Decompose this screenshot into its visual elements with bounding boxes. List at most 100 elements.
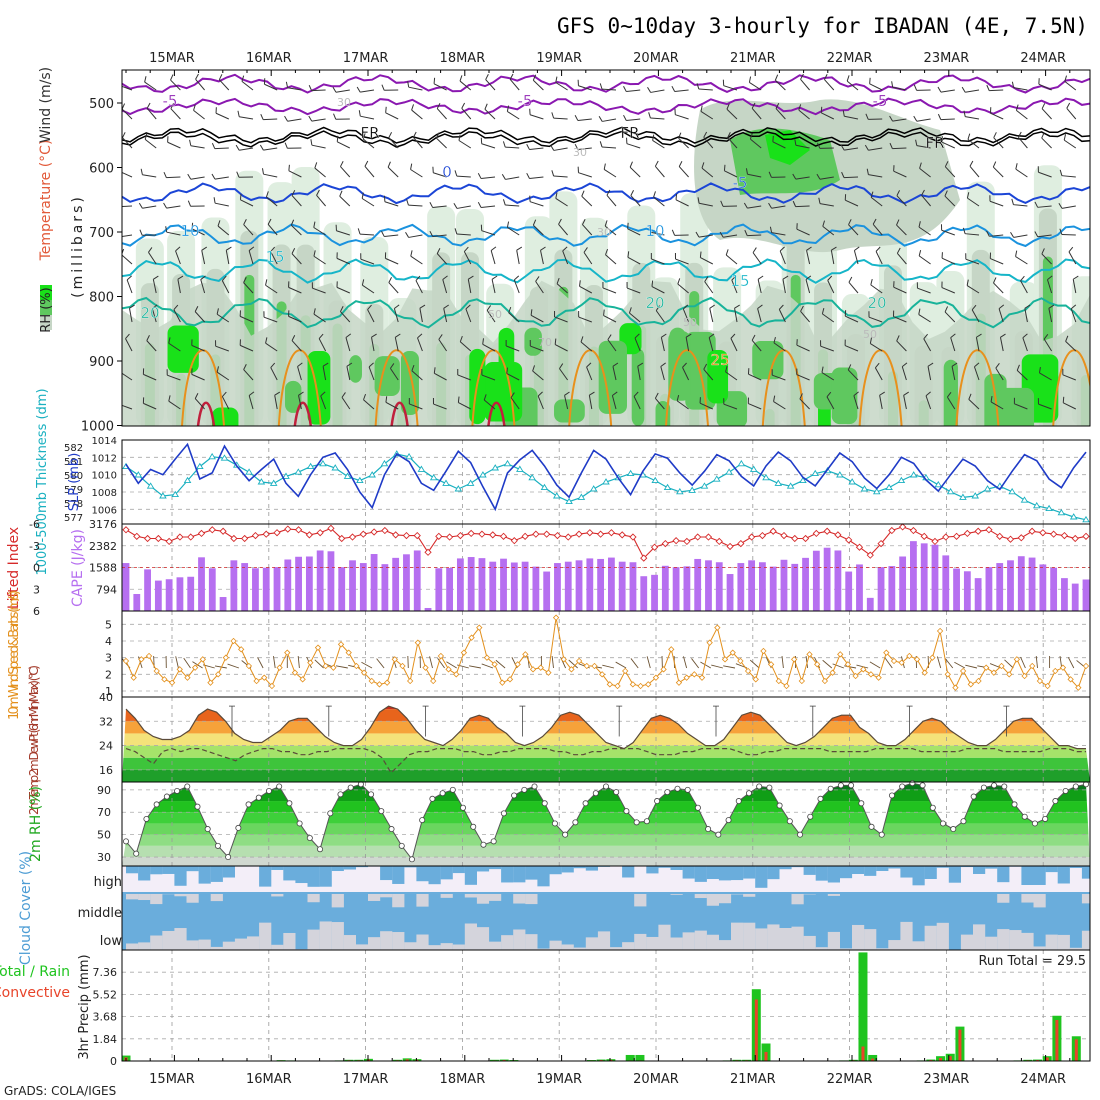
wind-barb-shaft [990, 112, 1004, 120]
cloud-mid-gap [186, 894, 199, 903]
thickness-marker [663, 483, 672, 491]
lifted-index-marker [1071, 534, 1079, 543]
wind-barb-shaft [990, 401, 1004, 410]
rh-moist-cell [668, 331, 691, 401]
cape-tick: 1588 [89, 562, 117, 575]
precip-run-total: Run Total = 29.5 [978, 954, 1086, 969]
cloud-high-bar [307, 866, 320, 887]
wind-barb-shaft [484, 108, 496, 120]
wind-barb-flag [285, 81, 289, 88]
wind-barb-shaft [144, 81, 157, 91]
cloud-low-bar [610, 947, 623, 950]
wind-barb [173, 304, 181, 323]
wind-barb [177, 275, 184, 294]
lifted-index-marker [985, 526, 993, 534]
wind-barb [841, 171, 859, 179]
wind-barb-shaft [313, 313, 326, 323]
wind-barb-shaft [966, 285, 980, 294]
wind-barb-flag [221, 391, 227, 397]
wind-barb-shaft [481, 176, 496, 180]
wind-barb [436, 132, 447, 149]
wind-barb [336, 281, 351, 294]
wind-barb-shaft [1016, 370, 1028, 381]
wind-barb-shaft [408, 234, 423, 238]
wind-barb-shaft [1013, 204, 1028, 207]
wind10m-marker [529, 666, 537, 673]
wind-barb-shaft [633, 396, 641, 410]
lifted-index-marker [122, 526, 130, 534]
wind-barb-shaft [297, 366, 302, 381]
wind-barb-shaft [579, 285, 593, 294]
wind-barb-shaft [917, 287, 931, 294]
contour-label: -5 [163, 92, 178, 110]
cloud-high-bar [573, 866, 586, 869]
wind-barb-shaft [191, 373, 205, 381]
wind-barb [626, 282, 641, 294]
wind-barb-shaft [601, 146, 617, 149]
wind-barb-shaft [146, 107, 157, 120]
wind-barb-shaft [798, 109, 810, 120]
wind-barb-flag [671, 85, 676, 92]
wind-barb-shaft [946, 396, 956, 410]
wind-barb-shaft [847, 369, 859, 381]
wind-barb-flag [459, 335, 463, 342]
wind-barb [436, 102, 447, 120]
thickness-marker [909, 471, 918, 478]
contour-25 [1052, 349, 1090, 426]
wind-barb-shaft [461, 108, 472, 120]
wind-barb-flag [1070, 304, 1077, 310]
wind-barb-flag [170, 103, 174, 109]
wind-barb-shaft [505, 146, 520, 149]
lifted-index-marker [532, 530, 540, 538]
lifted-index-marker [348, 533, 357, 541]
wind-barb [703, 131, 714, 149]
cape-bar [715, 562, 723, 611]
lifted-index-marker [154, 534, 162, 543]
cloud-high-bar [537, 866, 550, 887]
rh-marker [490, 838, 497, 845]
wind-barb-shaft [287, 87, 302, 91]
wind-barb-flag [969, 160, 974, 167]
wind-barb-shaft [578, 316, 592, 323]
cape-bar [284, 559, 292, 611]
wind-barb-flag [675, 193, 678, 200]
wind-barb-flag [630, 190, 634, 196]
wind-barb-flag [265, 191, 269, 198]
wind-barb-shaft [723, 85, 738, 91]
wind-barb-shaft [626, 89, 641, 93]
slp-line [125, 442, 1087, 512]
wind-barb [999, 333, 1006, 352]
wind-barb-shaft [999, 337, 1004, 352]
cloud-high-bar [743, 866, 756, 879]
wind-barb-shaft [773, 401, 786, 410]
contour-15 [122, 258, 1090, 284]
pressure-tick-label: 700 [89, 226, 114, 241]
wind10m-marker [729, 649, 736, 656]
wind-barb-shaft [532, 370, 544, 381]
wind-barb-flag [260, 113, 264, 120]
wind-barb-shaft [701, 167, 714, 178]
wind-barb-shaft [456, 233, 471, 236]
cape-bar [381, 564, 389, 611]
lifted-index-marker [952, 532, 961, 540]
wind-barb-shaft [1065, 341, 1077, 352]
cloud-low-bar [222, 941, 235, 950]
cloud-high-bar [319, 866, 332, 887]
wind10m-barb [361, 661, 373, 669]
wind10m-barb [183, 657, 191, 669]
wind-barb [216, 308, 230, 323]
wind-barb [966, 279, 980, 294]
wind-barb [648, 112, 665, 120]
cape-bar [316, 550, 324, 611]
wind10m-marker [775, 677, 782, 685]
wind-barb [506, 367, 520, 381]
wind-barb [142, 368, 157, 381]
wind-barb-shaft [143, 402, 157, 410]
thickness-marker [146, 482, 155, 489]
cloud-low-bar [368, 937, 381, 950]
wind-barb-shaft [433, 172, 447, 178]
wind-barb-shaft [580, 341, 593, 352]
wind-barb [868, 311, 883, 323]
wind-barb-shaft [194, 398, 205, 410]
rh-tick: 90 [97, 784, 111, 797]
